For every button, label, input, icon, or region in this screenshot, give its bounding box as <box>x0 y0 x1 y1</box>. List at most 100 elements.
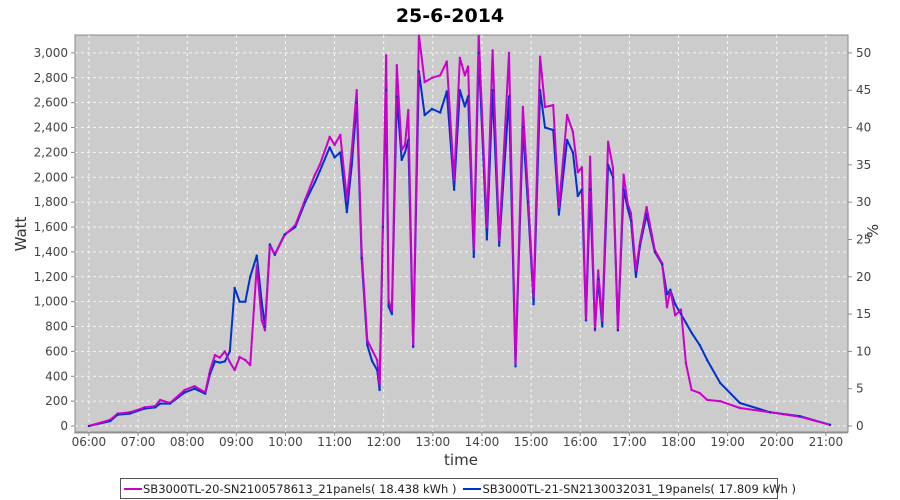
data-point <box>690 388 693 392</box>
y-tick-label: 1,000 <box>34 295 68 309</box>
data-point <box>213 353 217 357</box>
data-point <box>228 360 231 364</box>
data-point <box>538 55 542 58</box>
data-point <box>403 151 407 154</box>
data-point <box>244 358 247 362</box>
x-tick-label: 13:00 <box>416 435 451 449</box>
data-point <box>472 248 475 251</box>
data-point <box>203 392 207 395</box>
data-point <box>593 327 597 331</box>
y2-tick-label: 25 <box>856 232 871 246</box>
data-point <box>407 138 410 142</box>
data-point <box>366 339 369 342</box>
data-point <box>521 105 525 109</box>
data-point <box>423 80 426 84</box>
data-point <box>576 171 579 174</box>
data-point <box>223 350 227 353</box>
data-point <box>238 300 241 303</box>
y-tick-label: 200 <box>45 394 68 408</box>
legend-item: SB3000TL-21-SN2130032031_19panels( 17.80… <box>463 481 796 496</box>
data-point <box>355 89 358 92</box>
data-point <box>705 358 709 362</box>
data-point <box>472 255 475 259</box>
data-point <box>645 205 648 209</box>
y-tick-label: 2,800 <box>34 71 68 85</box>
data-point <box>260 300 263 303</box>
data-point <box>653 250 656 254</box>
data-point <box>255 254 258 257</box>
data-point <box>660 263 664 266</box>
x-tick-label: 18:00 <box>661 435 696 449</box>
data-point <box>565 138 569 142</box>
data-point <box>233 286 236 290</box>
y-tick-label: 400 <box>45 369 68 383</box>
data-point <box>233 368 236 372</box>
data-point <box>507 95 511 98</box>
data-point <box>477 51 480 55</box>
data-point <box>387 299 390 302</box>
data-point <box>463 105 466 108</box>
data-point <box>313 181 317 184</box>
data-point <box>626 202 629 205</box>
data-point <box>430 76 434 79</box>
data-point <box>485 225 489 229</box>
y-tick-label: 0 <box>60 419 68 433</box>
plot-area <box>74 34 849 433</box>
data-point <box>318 169 322 173</box>
data-point <box>218 356 222 359</box>
data-point <box>355 101 358 104</box>
data-point <box>597 278 600 281</box>
data-point <box>507 51 511 55</box>
data-point <box>333 143 336 147</box>
data-point <box>193 387 196 390</box>
y2-tick-label: 40 <box>856 121 871 135</box>
data-point <box>557 205 561 209</box>
data-point <box>526 188 530 191</box>
x-axis-label: time <box>444 451 478 469</box>
chart-title: 25-6-2014 <box>396 5 504 27</box>
data-point <box>378 383 381 387</box>
data-point <box>698 343 701 347</box>
data-point <box>463 74 466 77</box>
data-point <box>294 223 297 227</box>
x-tick-label: 17:00 <box>612 435 647 449</box>
data-point <box>532 295 535 298</box>
data-point <box>390 309 394 312</box>
data-point <box>552 103 555 107</box>
data-point <box>580 166 584 169</box>
data-point <box>601 325 604 328</box>
data-point <box>249 363 252 367</box>
legend-label: SB3000TL-21-SN2130032031_19panels( 17.80… <box>482 481 796 496</box>
data-point <box>411 345 415 348</box>
y-tick-label: 1,200 <box>34 270 68 284</box>
y2-tick-label: 0 <box>856 419 864 433</box>
x-tick-label: 16:00 <box>563 435 598 449</box>
data-point <box>571 130 575 134</box>
data-point <box>400 158 403 162</box>
data-point <box>622 188 625 191</box>
data-point <box>645 213 648 216</box>
data-point <box>208 372 212 375</box>
data-point <box>538 89 542 92</box>
data-point <box>458 89 462 92</box>
data-point <box>690 331 693 334</box>
data-point <box>403 143 407 147</box>
data-point <box>384 89 388 92</box>
data-point <box>629 212 633 215</box>
data-point <box>485 238 489 241</box>
data-point <box>273 253 277 256</box>
data-point <box>87 424 91 428</box>
data-point <box>719 381 722 385</box>
y2-tick-label: 45 <box>856 83 871 97</box>
data-point <box>339 151 342 154</box>
data-point <box>168 402 172 405</box>
data-point <box>183 391 186 394</box>
data-point <box>616 329 620 332</box>
y2-tick-label: 35 <box>856 158 871 172</box>
y-tick-label: 2,200 <box>34 145 68 159</box>
y2-tick-label: 20 <box>856 270 871 284</box>
data-point <box>769 411 772 414</box>
data-point <box>213 360 217 363</box>
data-point <box>375 368 379 372</box>
